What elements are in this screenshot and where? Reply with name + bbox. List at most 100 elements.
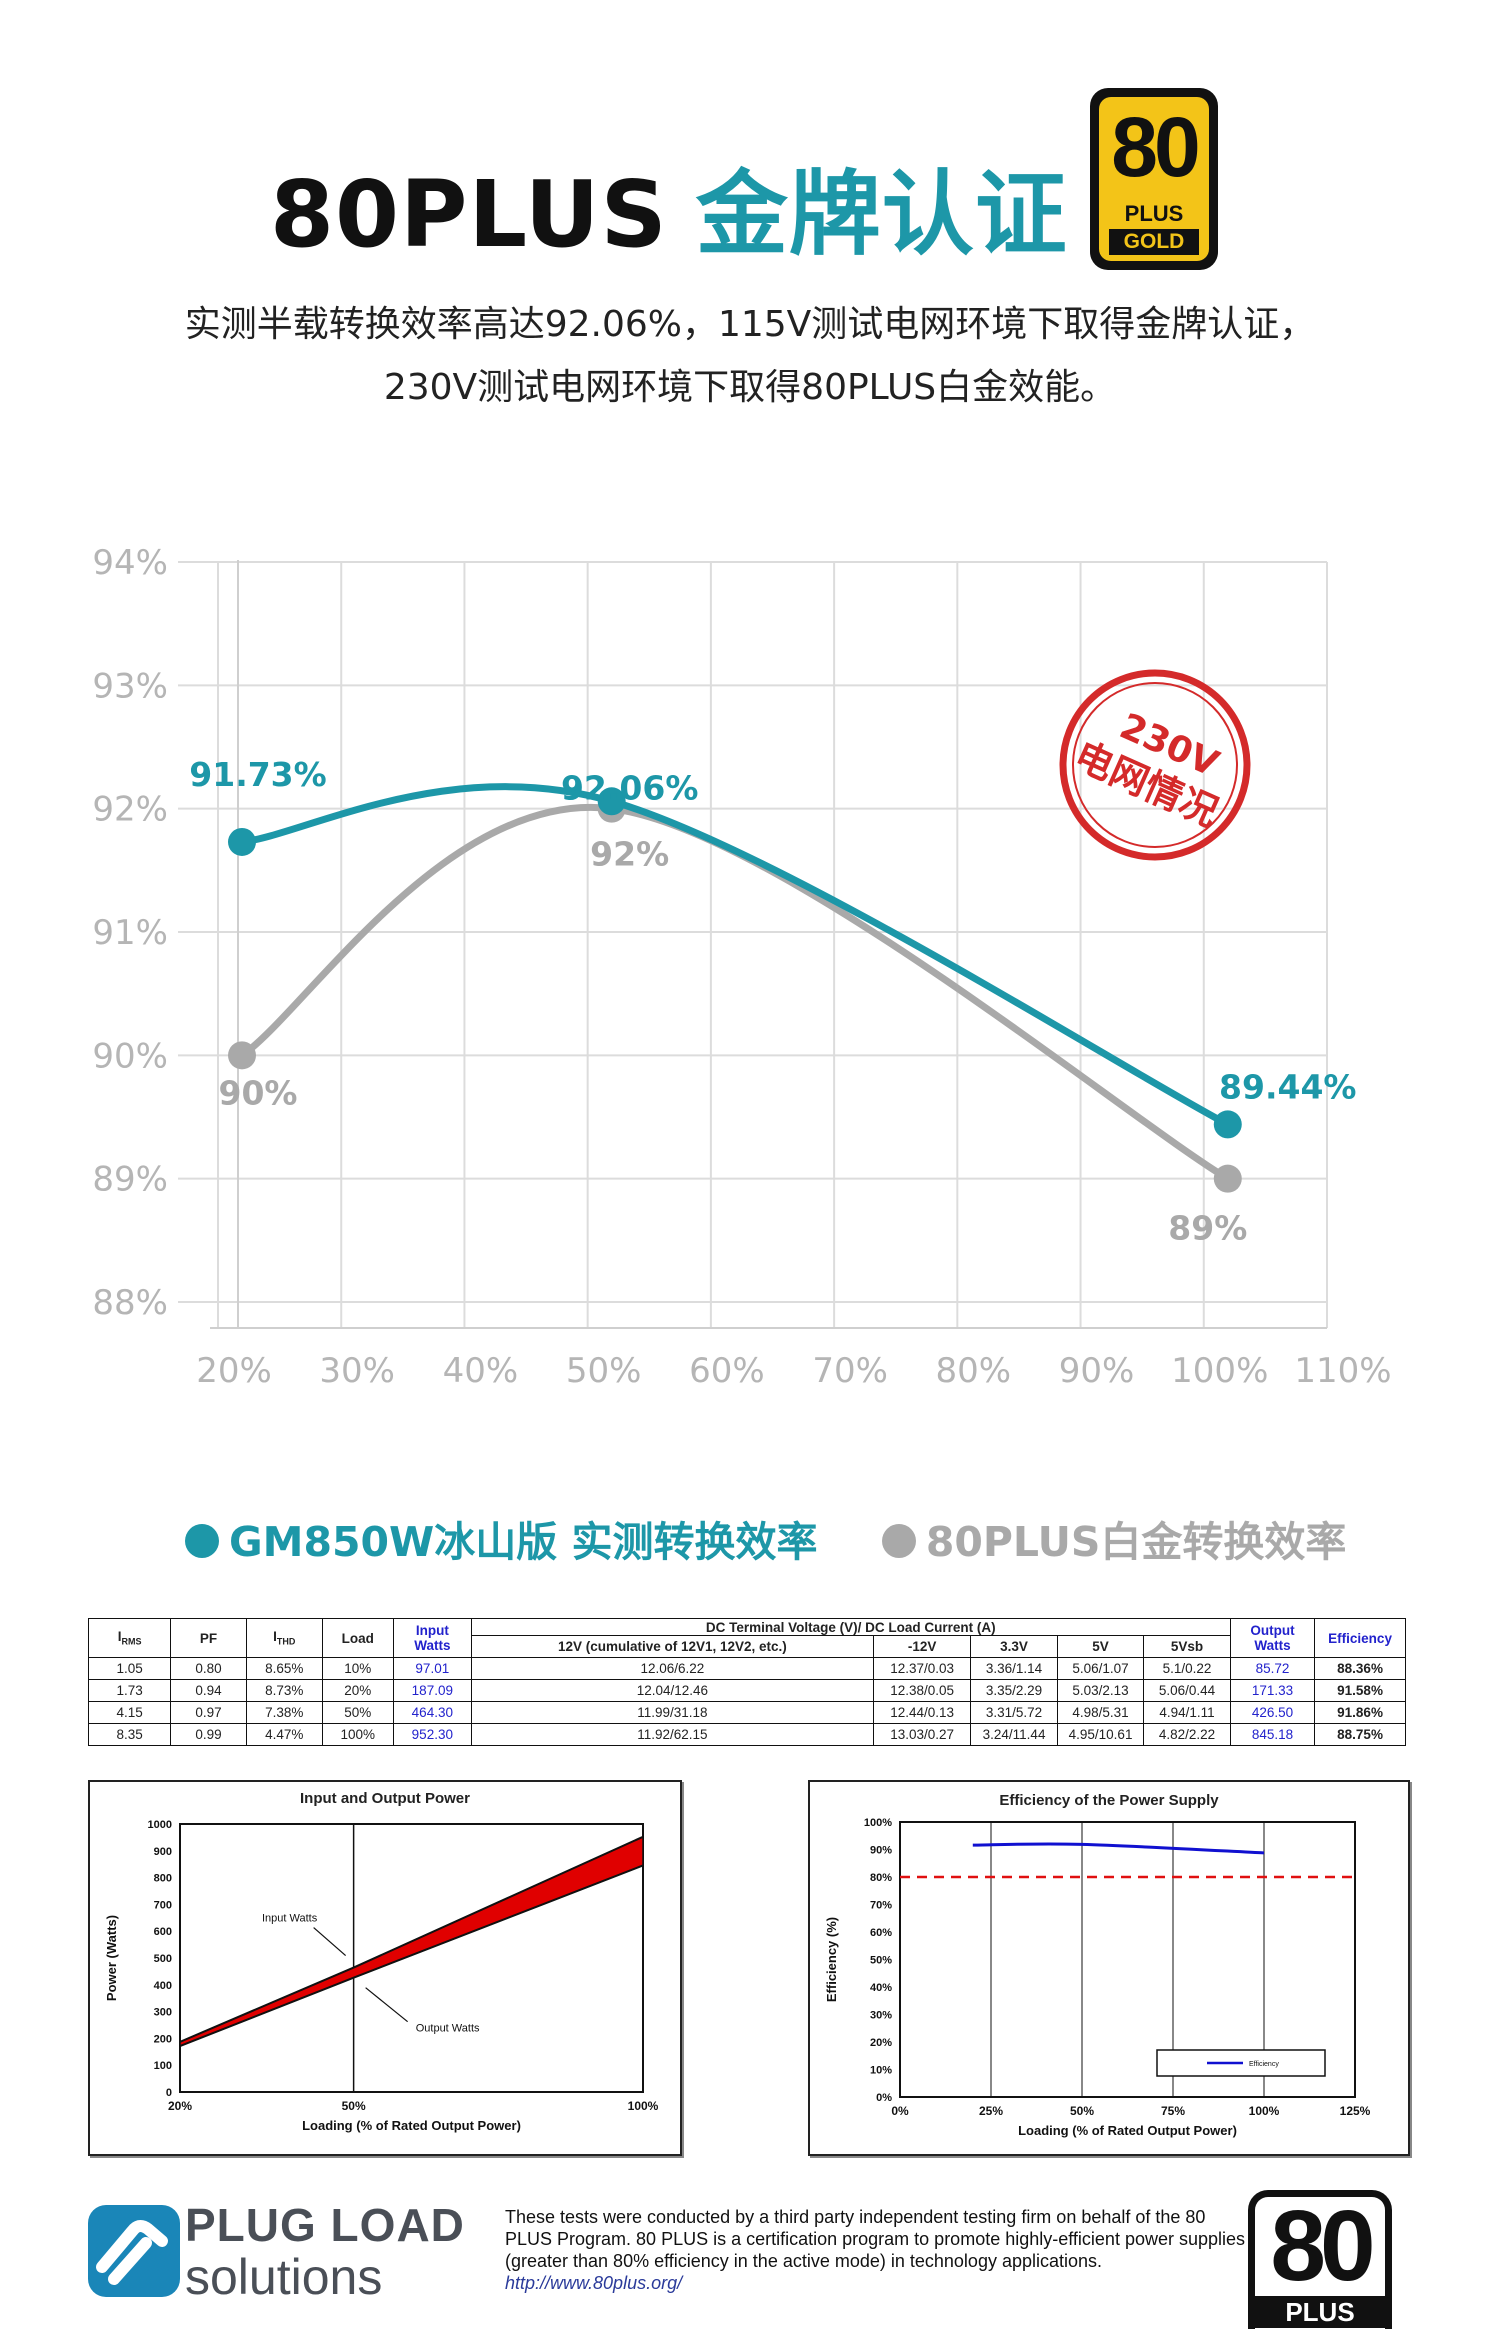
legend-dot-platinum bbox=[881, 1524, 916, 1558]
x-tick-label: 90% bbox=[1059, 1351, 1135, 1391]
table-cell: 12.38/0.05 bbox=[872, 1679, 972, 1702]
x-tick-label: 110% bbox=[1294, 1351, 1391, 1391]
test-data-table: IRMS PF ITHD Load Input Watts DC Termina… bbox=[87, 1618, 1406, 1746]
table-cell: 7.38% bbox=[245, 1701, 323, 1724]
y-tick-label: 20% bbox=[870, 2037, 892, 2049]
y-tick-label: 400 bbox=[154, 1980, 172, 1992]
x-tick-label: 20% bbox=[168, 2099, 192, 2113]
table-row: 1.73 0.94 8.73% 20% 187.09 12.04/12.46 12.38/0… bbox=[87, 1679, 1406, 1702]
x-tick-label: 70% bbox=[812, 1351, 888, 1391]
header-12v: 12V (cumulative of 12V1, 12V2, etc.) bbox=[470, 1635, 874, 1658]
y-tick-label: 50% bbox=[870, 1955, 892, 1967]
efficiency-panel: Efficiency of the Power Supply 0% 25% 50% 7… bbox=[808, 1780, 1410, 2156]
table-cell: 4.15 bbox=[87, 1701, 172, 1724]
table-cell: 88.75% bbox=[1314, 1723, 1406, 1746]
table-cell: 1.73 bbox=[87, 1679, 172, 1702]
efficiency-chart: 94% 93% 92% 91% 90% 89% 88% 20% 30% 40% 50% 60% 70% 8… bbox=[92, 543, 1391, 1391]
annotation-output-watts: Output Watts bbox=[416, 2023, 480, 2035]
y-tick-label: 91% bbox=[92, 913, 168, 953]
data-label: 92.06% bbox=[561, 768, 698, 807]
y-tick-label: 100% bbox=[864, 1817, 892, 1829]
badge2-number: 80 bbox=[1270, 2190, 1375, 2302]
y-tick-label: 300 bbox=[154, 2007, 172, 2019]
subtitle-line-2: 230V测试电网环境下取得80PLUS白金效能。 bbox=[383, 367, 1117, 408]
y-tick-label: 1000 bbox=[148, 1819, 172, 1831]
legend-label: Efficiency bbox=[1249, 2061, 1279, 2068]
table-cell: 5.1/0.22 bbox=[1143, 1657, 1231, 1680]
table-cell: 426.50 bbox=[1229, 1701, 1316, 1724]
table-cell: 0.80 bbox=[170, 1657, 247, 1680]
table-cell: 5.06/0.44 bbox=[1143, 1679, 1231, 1702]
data-point bbox=[597, 787, 626, 816]
table-cell: 171.33 bbox=[1229, 1679, 1316, 1702]
plot-area bbox=[179, 1823, 644, 2093]
x-axis-title: Loading (% of Rated Output Power) bbox=[302, 2118, 521, 2133]
y-tick-label: 800 bbox=[154, 1873, 172, 1885]
table-cell: 12.44/0.13 bbox=[872, 1701, 972, 1724]
badge2-plus: PLUS bbox=[1255, 2296, 1385, 2328]
efficiency-of-power-supply-chart: 0% 25% 50% 75% 100% 125% 100% 90% 80% 70% 60% 50% 40… bbox=[824, 1817, 1371, 2138]
data-label: 89.44% bbox=[1219, 1067, 1356, 1106]
table-cell: 12.37/0.03 bbox=[872, 1657, 972, 1680]
table-cell: 4.95/10.61 bbox=[1056, 1723, 1145, 1746]
x-tick-label: 75% bbox=[1161, 2104, 1185, 2118]
plug-load-logo-icon bbox=[88, 2205, 180, 2297]
table-cell: 0.97 bbox=[170, 1701, 247, 1724]
plug-load-logo-line-2: solutions bbox=[185, 2249, 383, 2305]
table-cell: 20% bbox=[321, 1679, 394, 1702]
y-tick-label: 30% bbox=[870, 2010, 892, 2022]
legend-dot-measured bbox=[185, 1524, 219, 1558]
table-cell: 8.35 bbox=[87, 1723, 172, 1746]
table-cell: 3.35/2.29 bbox=[970, 1679, 1058, 1702]
y-tick-label: 0 bbox=[166, 2087, 172, 2099]
disclaimer-text: These tests were conducted by a third pa… bbox=[505, 2207, 1246, 2271]
table-cell: 11.99/31.18 bbox=[470, 1701, 874, 1724]
y-tick-label: 900 bbox=[154, 1846, 172, 1858]
x-tick-label: 60% bbox=[689, 1351, 765, 1391]
y-tick-label: 60% bbox=[870, 1927, 892, 1939]
table-cell: 3.36/1.14 bbox=[970, 1657, 1058, 1680]
header-5v: 5V bbox=[1056, 1635, 1145, 1658]
table-cell: 4.98/5.31 bbox=[1056, 1701, 1145, 1724]
subtitle-line-1: 实测半载转换效率高达92.06%，115V测试电网环境下取得金牌认证， bbox=[184, 304, 1316, 345]
table-cell: 8.65% bbox=[245, 1657, 323, 1680]
test-disclaimer: These tests were conducted by a third pa… bbox=[505, 2206, 1245, 2294]
table-cell: 0.99 bbox=[170, 1723, 247, 1746]
table-cell: 1.05 bbox=[87, 1657, 172, 1680]
x-tick-label: 100% bbox=[628, 2099, 659, 2113]
y-tick-label: 90% bbox=[92, 1036, 168, 1076]
data-point bbox=[1213, 1110, 1242, 1139]
header-efficiency: Efficiency bbox=[1314, 1618, 1406, 1658]
table-cell: 952.30 bbox=[392, 1723, 472, 1746]
plug-load-logo-line-1: PLUG LOAD bbox=[185, 2199, 465, 2251]
y-tick-label: 80% bbox=[870, 1872, 892, 1884]
badge-tier: GOLD bbox=[1109, 229, 1199, 255]
data-label: 89% bbox=[1168, 1209, 1247, 1248]
x-tick-label: 25% bbox=[979, 2104, 1003, 2118]
annotation-input-watts: Input Watts bbox=[262, 1913, 318, 1925]
badge-plus: PLUS bbox=[1124, 201, 1184, 226]
header-ithd: ITHD bbox=[245, 1618, 323, 1658]
x-tick-label: 125% bbox=[1340, 2104, 1371, 2118]
y-tick-label: 93% bbox=[92, 666, 168, 706]
panel-title-power: Input and Output Power bbox=[300, 1790, 470, 1807]
data-point bbox=[228, 1041, 256, 1070]
y-axis-title: Efficiency (%) bbox=[824, 1917, 839, 2002]
x-tick-label: 100% bbox=[1249, 2104, 1280, 2118]
80plus-link[interactable]: http://www.80plus.org/ bbox=[505, 2273, 683, 2293]
y-tick-label: 200 bbox=[154, 2033, 172, 2045]
input-watts-line bbox=[179, 1835, 644, 2043]
page-title: 80PLUS 金牌认证 bbox=[270, 140, 1068, 273]
table-cell: 85.72 bbox=[1229, 1657, 1316, 1680]
table-row: 8.35 0.99 4.47% 100% 952.30 11.92/62.15 13.03/… bbox=[87, 1723, 1406, 1746]
table-cell: 13.03/0.27 bbox=[872, 1723, 972, 1746]
x-tick-label: 0% bbox=[891, 2104, 909, 2118]
y-axis-title: Power (Watts) bbox=[104, 1915, 119, 2001]
table-cell: 187.09 bbox=[392, 1679, 472, 1702]
y-tick-label: 88% bbox=[92, 1283, 168, 1323]
x-tick-label: 50% bbox=[1070, 2104, 1094, 2118]
output-watts-line bbox=[179, 1864, 644, 2048]
efficiency-line bbox=[972, 1842, 1265, 1855]
y-tick-label: 500 bbox=[154, 1953, 172, 1965]
